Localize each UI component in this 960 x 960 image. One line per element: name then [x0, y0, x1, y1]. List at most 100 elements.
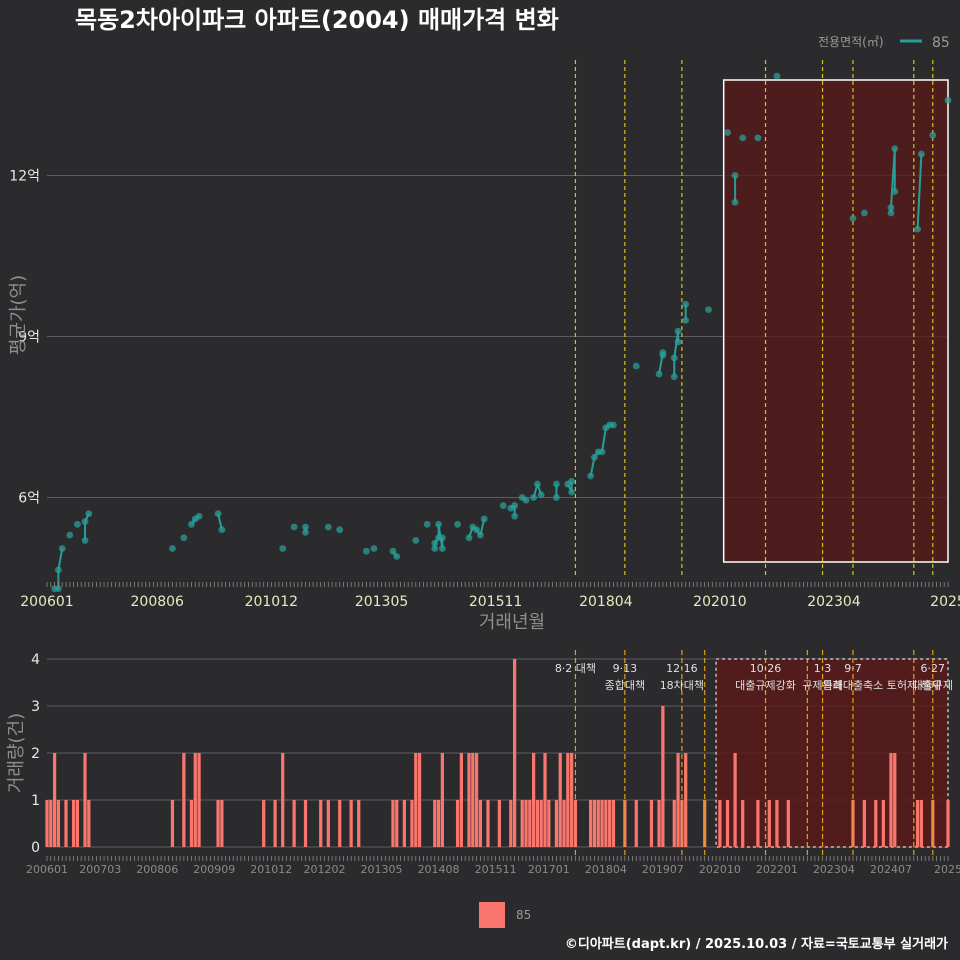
price-point	[412, 537, 420, 544]
volume-x-tick-label: 201701	[528, 863, 570, 876]
price-point	[887, 209, 895, 217]
volume-legend: 85	[479, 902, 531, 928]
policy-annotation: 18차대책	[660, 679, 704, 692]
volume-bar	[539, 800, 543, 847]
volume-x-tick-label: 201202	[304, 863, 346, 876]
price-point	[891, 188, 899, 195]
price-point	[302, 528, 309, 536]
price-point	[670, 373, 678, 381]
policy-annotation: 대출규제강화	[735, 679, 796, 692]
volume-bar	[402, 800, 406, 847]
price-point	[860, 209, 868, 217]
price-y-axis-title: 평균가(억)	[8, 275, 29, 355]
price-point	[431, 545, 439, 552]
volume-bar	[589, 800, 593, 847]
volume-bar	[509, 800, 513, 847]
price-point	[74, 520, 81, 528]
price-x-tick-label: 201511	[469, 594, 522, 610]
price-point	[739, 134, 747, 142]
volume-y-axis-title: 거래량(건)	[6, 713, 27, 793]
volume-x-tick-label: 201408	[418, 863, 460, 876]
volume-bar	[319, 800, 323, 847]
volume-bar	[756, 800, 760, 847]
price-point	[522, 496, 530, 504]
price-point	[324, 523, 332, 531]
price-point	[218, 526, 226, 534]
volume-bar	[433, 800, 437, 847]
volume-bar	[604, 800, 608, 847]
volume-bar	[703, 800, 707, 847]
price-point	[499, 502, 507, 509]
volume-bar	[881, 800, 885, 847]
price-legend-title: 전용면적(㎡)	[818, 35, 884, 49]
price-x-tick-label: 201305	[355, 594, 408, 610]
volume-bar	[554, 800, 559, 847]
price-point	[670, 354, 678, 362]
price-point	[511, 502, 519, 509]
price-point	[534, 480, 541, 488]
volume-bar	[600, 800, 604, 847]
volume-bar	[657, 800, 661, 847]
price-line-segment	[916, 153, 923, 230]
price-highlight-region	[722, 79, 949, 563]
price-x-tick-label: 2025	[930, 594, 960, 610]
price-point	[731, 172, 739, 179]
volume-bar	[471, 753, 475, 847]
volume-bar	[64, 800, 68, 847]
volume-bar	[520, 800, 524, 847]
price-point	[465, 534, 473, 542]
volume-bar	[303, 800, 308, 847]
volume-bar	[566, 753, 570, 847]
volume-x-tick-label: 200806	[136, 863, 178, 876]
source-caption: ©디아파트(dapt.kr) / 2025.10.03 / 자료=국토교통부 실…	[565, 936, 948, 952]
volume-bar	[893, 753, 897, 847]
price-point	[705, 306, 712, 314]
price-point	[587, 472, 595, 480]
volume-bar	[474, 753, 479, 847]
price-point	[435, 520, 442, 528]
volume-bar	[414, 753, 418, 847]
price-point	[302, 523, 309, 531]
volume-bar	[661, 706, 665, 847]
volume-bar	[775, 800, 779, 847]
volume-x-tick-label: 202304	[813, 863, 855, 876]
price-point	[438, 545, 446, 552]
price-point	[66, 531, 74, 539]
volume-bar	[478, 800, 483, 847]
policy-annotation: 대출규제	[913, 679, 953, 692]
price-point	[674, 338, 682, 346]
price-point	[674, 327, 682, 335]
price-x-tick-label: 200806	[131, 594, 185, 610]
volume-x-tick-label: 200703	[79, 863, 121, 876]
volume-x-tick-label: 201511	[475, 863, 517, 876]
price-point	[195, 512, 203, 520]
volume-x-tick-label: 201907	[642, 863, 684, 876]
price-x-tick-label: 202304	[807, 594, 861, 610]
volume-legend-swatch	[479, 902, 505, 928]
policy-annotation: 토허제 해제	[887, 678, 941, 692]
volume-bar	[512, 659, 517, 847]
volume-bar	[946, 800, 950, 847]
price-point	[336, 526, 344, 534]
volume-bar	[391, 800, 395, 847]
price-point	[914, 225, 921, 233]
volume-panel: 0 1 2 3 4 8·2 대책 9·13 종합대책 12·16 18차대책 10·26 대출규제강화…	[6, 650, 960, 876]
policy-annotation: 종합대책	[605, 679, 645, 692]
price-point	[553, 494, 560, 501]
volume-bar	[676, 753, 680, 847]
price-point	[393, 553, 401, 560]
price-point	[454, 520, 461, 528]
price-point	[55, 585, 62, 593]
volume-bar	[524, 800, 528, 847]
policy-annotation: 규제완화	[802, 679, 842, 692]
volume-bar	[193, 753, 197, 847]
price-y-tick-label: 9억	[18, 329, 40, 345]
price-point	[480, 515, 488, 523]
volume-bar	[915, 800, 920, 847]
volume-bar	[357, 800, 361, 847]
price-point	[887, 204, 895, 212]
volume-bar	[71, 800, 76, 847]
volume-x-tick-label: 201804	[585, 863, 627, 876]
price-point	[944, 96, 952, 104]
